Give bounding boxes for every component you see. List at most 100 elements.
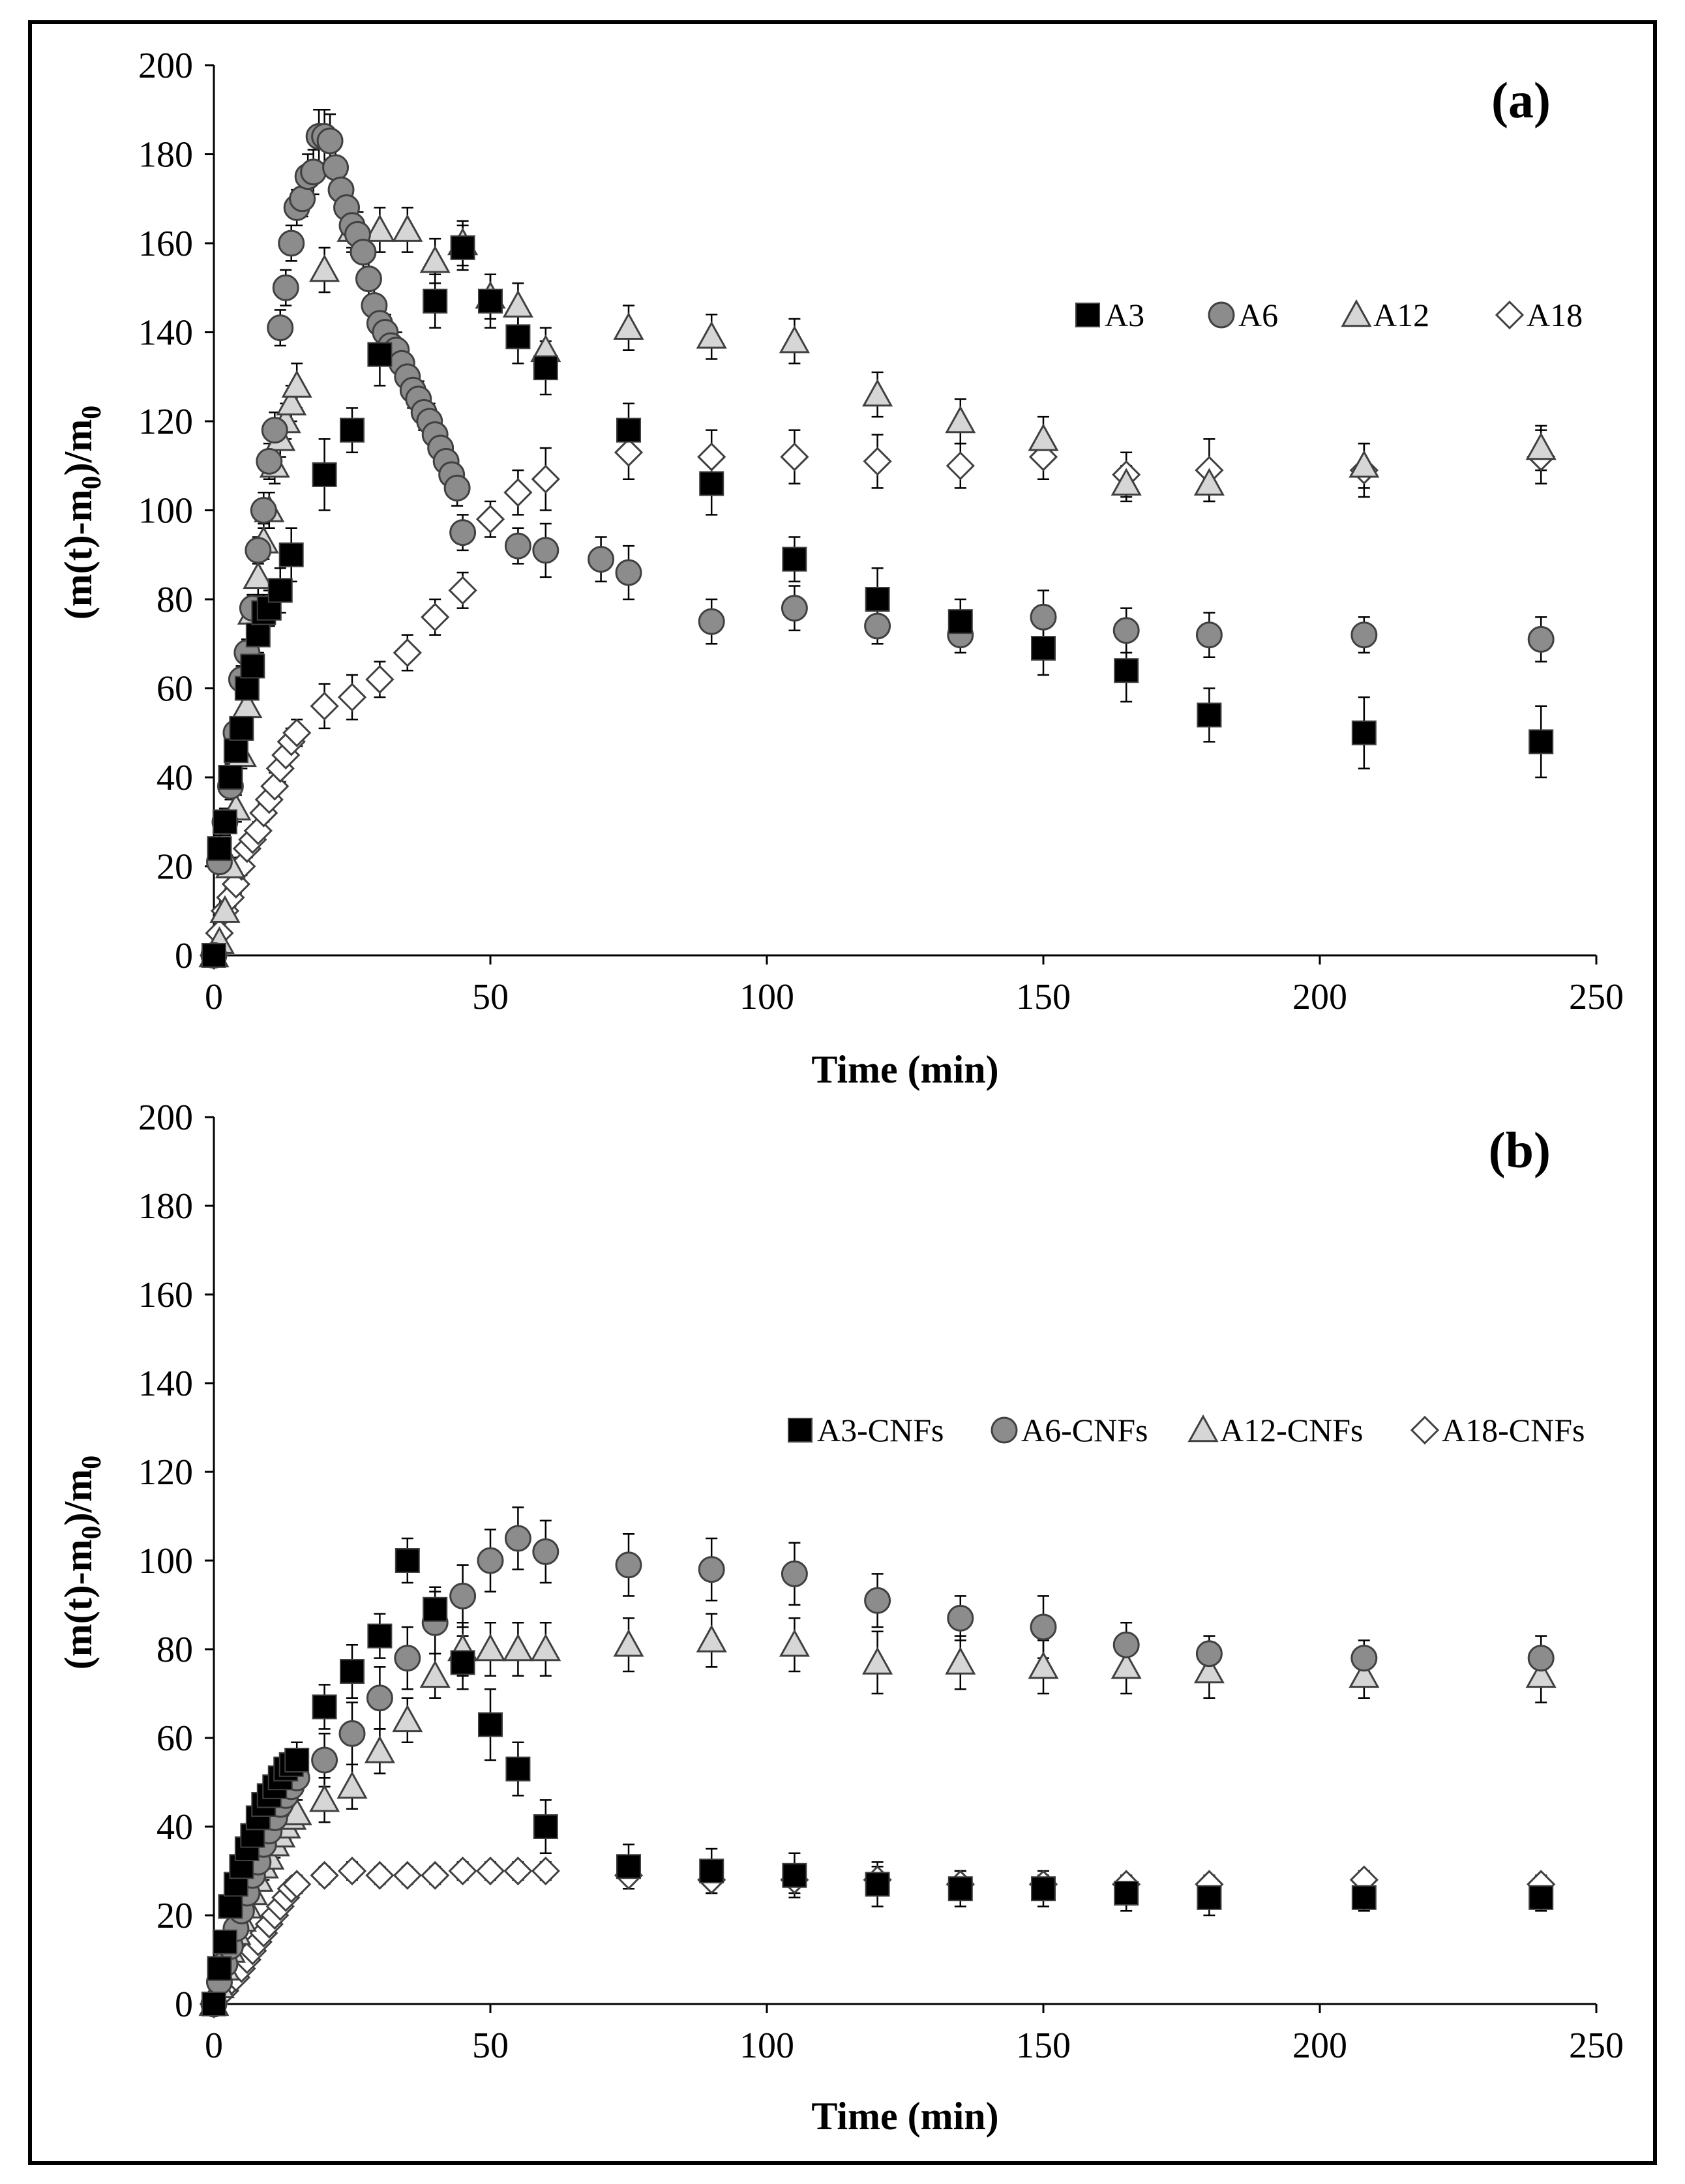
data-point-a3 [234,676,260,701]
data-point-a3 [207,836,232,861]
data-point-a3 [1114,658,1139,683]
data-point-a6-cnfs [1030,1613,1057,1641]
data-point-a3-cnfs [207,1956,232,1981]
data-point-a12-cnfs [779,1629,810,1657]
data-point-a6 [261,417,288,444]
data-point-a3-cnfs [218,1894,243,1919]
y-tick-label: 20 [157,1896,193,1936]
data-point-a3-cnfs [340,1659,365,1684]
data-point-a3 [245,622,271,648]
legend-item-a3: A3 [1075,297,1144,333]
legend-marker-a3-cnfs [788,1418,813,1443]
data-point-a3 [450,235,475,260]
data-point-a6-cnfs [781,1560,808,1587]
y-tick-label: 0 [175,936,193,976]
y-tick-label: 140 [138,313,193,353]
panel-b-markers [198,1525,1557,2019]
data-point-a18 [475,505,505,534]
y-tick-label: 180 [138,1186,193,1227]
panel-a: 0 20 40 60 80 100 120 140 160 180 200 0 50 100 150 200 2… [57,46,1624,1091]
data-point-a6 [278,230,305,257]
data-point-a12-cnfs [530,1633,561,1662]
data-point-a12-cnfs [309,1784,340,1812]
data-point-a12 [392,214,423,242]
data-point-a3-cnfs [201,1992,226,2016]
y-tick-label: 180 [138,135,193,175]
data-point-a18-cnfs [448,1856,477,1886]
data-point-a18 [421,603,450,632]
data-point-a3 [312,462,337,487]
x-tick-label: 50 [472,977,509,1017]
data-point-a3-cnfs [533,1814,558,1839]
data-point-a18 [337,683,367,712]
data-point-a3-cnfs [947,1876,973,1902]
legend-marker-a6-cnfs [991,1416,1018,1444]
y-tick-label: 100 [138,1541,193,1581]
data-point-a3-cnfs [865,1872,890,1897]
data-point-a18 [863,447,892,476]
y-tick-label: 160 [138,224,193,264]
data-point-a6 [250,497,277,524]
data-point-a12-cnfs [613,1629,644,1657]
legend-item-a12: A12 [1341,297,1429,333]
x-tick-label: 200 [1292,2026,1347,2066]
data-point-a6 [615,559,642,586]
data-point-a18 [393,638,422,668]
data-point-a6 [532,537,559,564]
data-point-a3 [223,738,248,764]
panel-a-ticks: 0 20 40 60 80 100 120 140 160 180 200 0 50 100 150 200 2… [138,46,1624,1017]
legend-item-a18: A18 [1495,297,1583,333]
panel-a-markers [198,123,1557,970]
data-point-a6 [588,546,615,573]
data-point-a18 [531,464,560,494]
data-point-a6-cnfs [449,1582,477,1609]
data-point-a3 [947,609,973,635]
data-point-a3-cnfs [1351,1885,1377,1910]
legend-label: A3 [1105,297,1144,333]
x-tick-label: 150 [1016,2026,1071,2066]
data-point-a12-cnfs [1349,1660,1380,1688]
data-point-a6-cnfs [366,1684,393,1712]
data-point-a3 [1197,702,1222,728]
data-point-a12 [862,378,893,407]
legend-item-a6: A6 [1208,297,1278,333]
data-point-a6 [449,519,477,546]
data-point-a6-cnfs [311,1746,338,1774]
data-point-a6-cnfs [615,1551,642,1579]
data-point-a3-cnfs [450,1650,475,1675]
x-tick-label: 250 [1569,2026,1624,2066]
x-tick-label: 100 [739,977,794,1017]
data-point-a3 [1528,729,1554,755]
data-point-a3-cnfs [616,1854,641,1879]
data-point-a3 [229,715,254,741]
data-point-a3 [423,288,448,314]
panel-a-label: (a) [1491,72,1551,128]
data-point-a12 [502,290,533,318]
data-point-a12-cnfs [364,1735,395,1763]
data-point-a12 [1193,468,1225,496]
y-tick-label: 80 [157,1630,193,1670]
data-point-a3-cnfs [284,1748,310,1773]
data-point-a3-cnfs [395,1548,420,1573]
panel-b-label: (b) [1489,1122,1551,1178]
data-point-a18-cnfs [310,1861,339,1890]
panel-b-x-axis-label: Time (min) [811,2095,998,2138]
data-point-a12-cnfs [862,1647,893,1675]
data-point-a3-cnfs [699,1859,724,1883]
panel-b-y-axis-label: (m(t)-m0)/m0 [57,1456,107,1670]
data-point-a12 [945,405,976,434]
x-tick-label: 0 [205,977,223,1017]
legend-item-a6-cnfs: A6-CNFs [991,1412,1148,1448]
data-point-a3-cnfs [1031,1876,1056,1902]
panel-b-legend: A3-CNFs A6-CNFs A12-CNFs A18-CNFs [788,1412,1585,1448]
x-tick-label: 150 [1016,977,1071,1017]
data-point-a12 [276,387,307,415]
data-point-a12 [696,321,727,349]
legend-label: A6-CNFs [1021,1412,1148,1448]
panel-a-y-axis-label: (m(t)-m0)/m0 [57,406,107,620]
x-tick-label: 200 [1292,977,1347,1017]
y-tick-label: 200 [138,1098,193,1138]
y-tick-label: 60 [157,1718,193,1759]
data-point-a6-cnfs [504,1525,531,1552]
